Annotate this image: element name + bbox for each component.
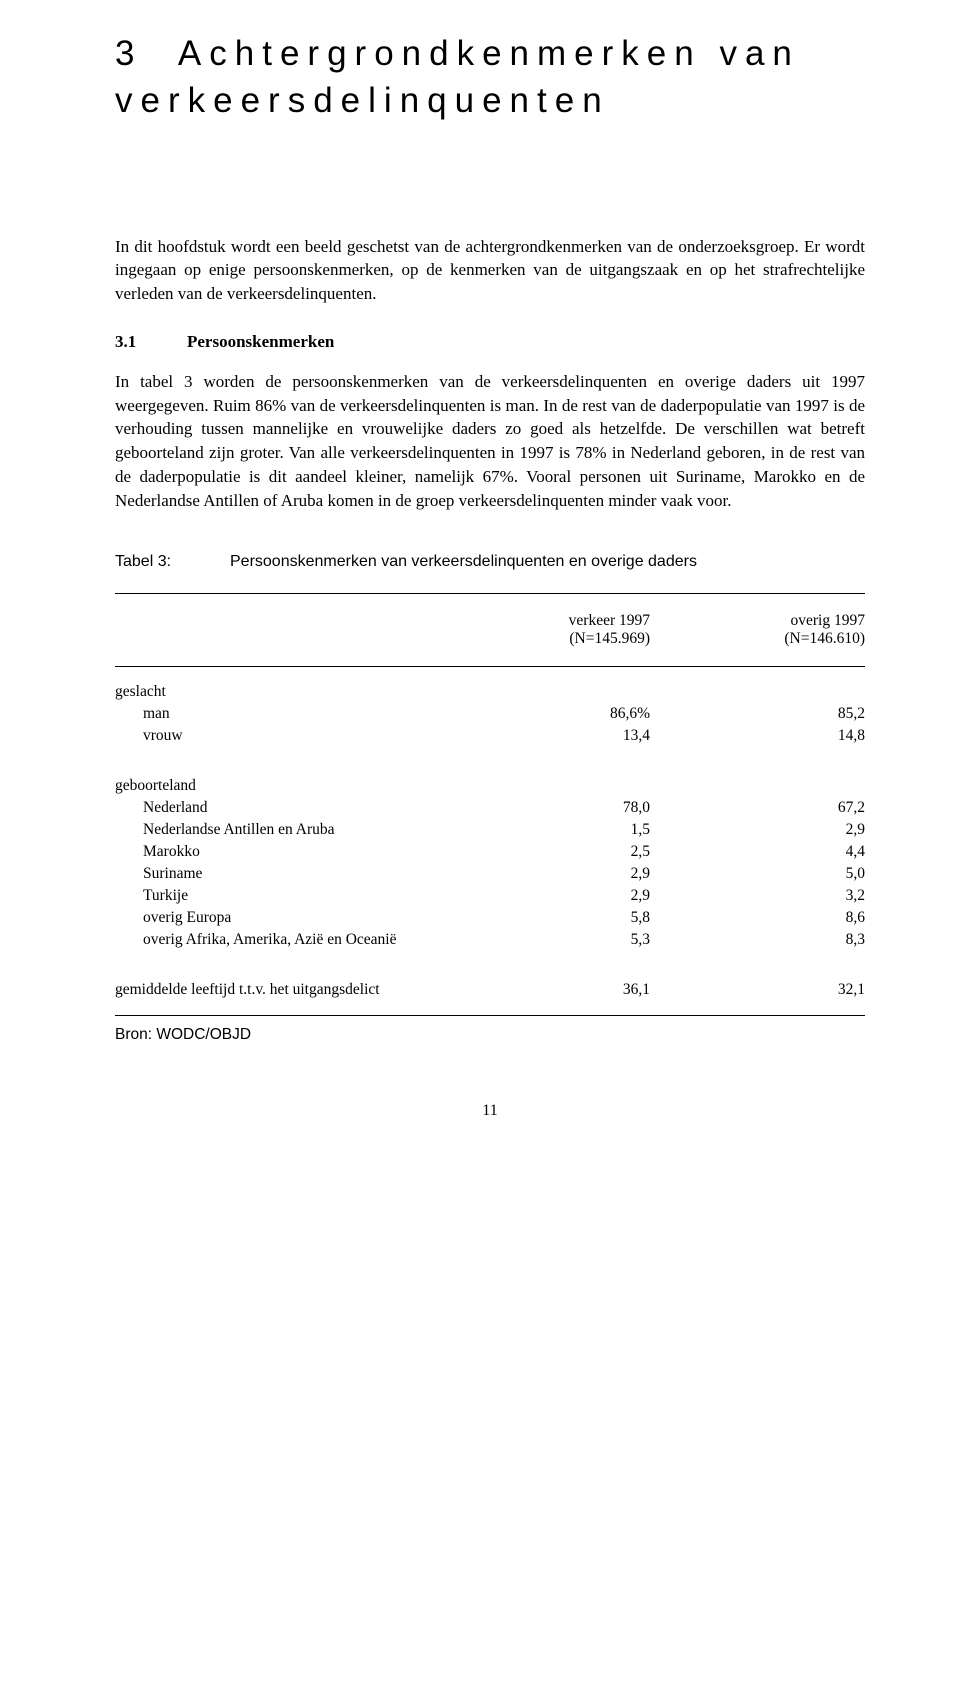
table-label: Tabel 3:: [115, 553, 230, 571]
row-val1: 86,6%: [535, 703, 700, 725]
table-row: Turkije 2,9 3,2: [115, 885, 865, 907]
row-label: Nederlandse Antillen en Aruba: [115, 819, 535, 841]
table-row: overig Europa 5,8 8,6: [115, 907, 865, 929]
row-val2: 14,8: [700, 725, 865, 761]
row-label: overig Afrika, Amerika, Azië en Oceanië: [115, 929, 535, 965]
row-val2: 2,9: [700, 819, 865, 841]
body-paragraph: In tabel 3 worden de persoonskenmerken v…: [115, 370, 865, 513]
row-val1: 13,4: [535, 725, 700, 761]
row-val2: 32,1: [700, 965, 865, 1015]
row-val1: 2,9: [535, 885, 700, 907]
row-label: Suriname: [115, 863, 535, 885]
row-val1: 36,1: [535, 965, 700, 1015]
table-header-row2: (N=145.969) (N=146.610): [115, 630, 865, 666]
row-val1: 2,5: [535, 841, 700, 863]
section-heading: 3.1Persoonskenmerken: [115, 332, 865, 352]
row-val2: 5,0: [700, 863, 865, 885]
intro-paragraph: In dit hoofdstuk wordt een beeld geschet…: [115, 235, 865, 306]
table-caption: Tabel 3: Persoonskenmerken van verkeersd…: [115, 553, 865, 571]
section-title: Persoonskenmerken: [187, 332, 334, 351]
row-label: overig Europa: [115, 907, 535, 929]
chapter-title-line1: Achtergrondkenmerken van: [178, 34, 800, 73]
row-val2: 8,6: [700, 907, 865, 929]
row-label: man: [115, 703, 535, 725]
chapter-title: 3 Achtergrondkenmerken van verkeersdelin…: [115, 30, 865, 125]
table-row: Suriname 2,9 5,0: [115, 863, 865, 885]
table-col2-h1: overig 1997: [700, 594, 865, 630]
row-label: Turkije: [115, 885, 535, 907]
table-row: Marokko 2,5 4,4: [115, 841, 865, 863]
row-label: Marokko: [115, 841, 535, 863]
row-label: gemiddelde leeftijd t.t.v. het uitgangsd…: [115, 965, 535, 1015]
table-source: Bron: WODC/OBJD: [115, 1026, 865, 1044]
row-val1: 5,8: [535, 907, 700, 929]
row-val2: 8,3: [700, 929, 865, 965]
chapter-title-line2: verkeersdelinquenten: [115, 81, 610, 120]
section-number: 3.1: [115, 332, 187, 352]
data-table-body: geslacht man 86,6% 85,2 vrouw 13,4 14,8 …: [115, 667, 865, 1015]
row-val1: 1,5: [535, 819, 700, 841]
row-val1: 5,3: [535, 929, 700, 965]
table-row: geslacht: [115, 667, 865, 703]
row-val1: 2,9: [535, 863, 700, 885]
chapter-number: 3: [115, 34, 142, 73]
table-header-row: verkeer 1997 overig 1997: [115, 594, 865, 630]
page-number: 11: [115, 1102, 865, 1120]
row-label: Nederland: [115, 797, 535, 819]
table-col1-h2: (N=145.969): [535, 630, 700, 666]
group-label: geslacht: [115, 667, 535, 703]
row-val2: 3,2: [700, 885, 865, 907]
row-val2: 67,2: [700, 797, 865, 819]
table-header-empty: [115, 594, 535, 630]
table-bottom-rule: [115, 1015, 865, 1016]
table-row: geboorteland: [115, 761, 865, 797]
table-row: overig Afrika, Amerika, Azië en Oceanië …: [115, 929, 865, 965]
row-val2: 4,4: [700, 841, 865, 863]
page-container: 3 Achtergrondkenmerken van verkeersdelin…: [0, 0, 960, 1150]
table-col2-h2: (N=146.610): [700, 630, 865, 666]
table-caption-text: Persoonskenmerken van verkeersdelinquent…: [230, 553, 697, 571]
row-val2: 85,2: [700, 703, 865, 725]
table-row: Nederlandse Antillen en Aruba 1,5 2,9: [115, 819, 865, 841]
row-label: vrouw: [115, 725, 535, 761]
data-table: verkeer 1997 overig 1997 (N=145.969) (N=…: [115, 594, 865, 666]
table-row: Nederland 78,0 67,2: [115, 797, 865, 819]
group-label: geboorteland: [115, 761, 535, 797]
row-val1: 78,0: [535, 797, 700, 819]
table-col1-h1: verkeer 1997: [535, 594, 700, 630]
table-row: man 86,6% 85,2: [115, 703, 865, 725]
table-row: gemiddelde leeftijd t.t.v. het uitgangsd…: [115, 965, 865, 1015]
table-row: vrouw 13,4 14,8: [115, 725, 865, 761]
